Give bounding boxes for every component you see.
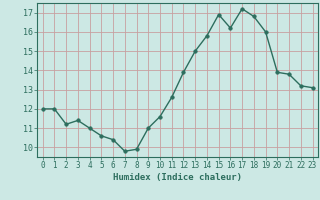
X-axis label: Humidex (Indice chaleur): Humidex (Indice chaleur)	[113, 173, 242, 182]
